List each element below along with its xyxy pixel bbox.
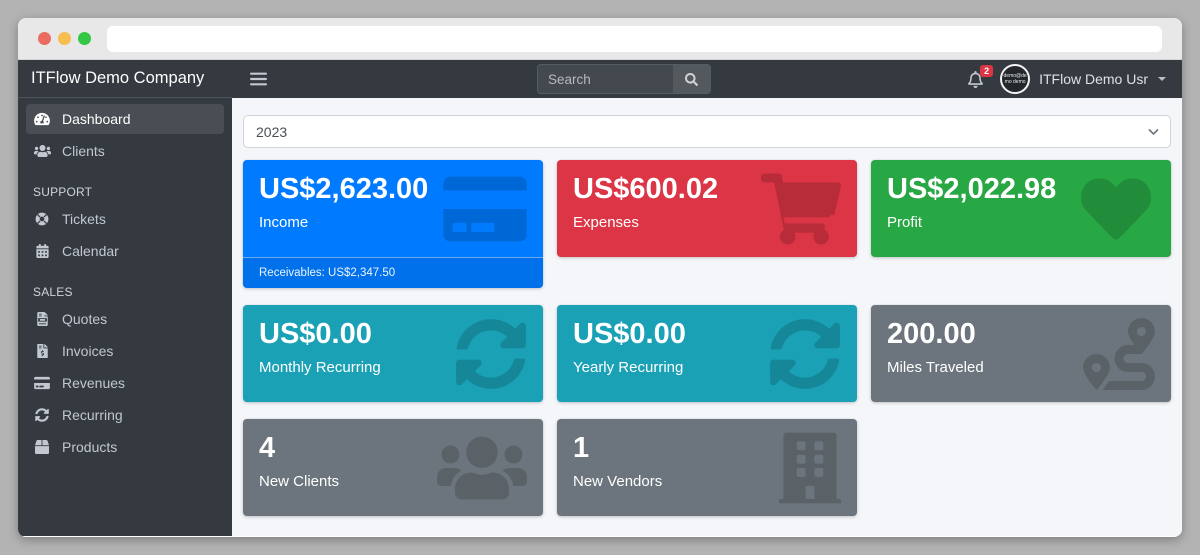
sidebar-item-label: Tickets — [62, 211, 106, 227]
sidebar-item-label: Clients — [62, 143, 105, 159]
stat-card-grid: US$2,623.00 Income Receivables: US$2,347… — [243, 160, 1171, 516]
browser-chrome — [18, 18, 1182, 60]
stat-value: 200.00 — [887, 318, 976, 350]
sidebar-item-label: Dashboard — [62, 111, 131, 127]
bell-icon — [968, 70, 984, 88]
stat-card-miles-traveled[interactable]: 200.00 Miles Traveled — [871, 305, 1171, 402]
search-input[interactable] — [537, 64, 673, 94]
sidebar-item-invoices[interactable]: Invoices — [26, 336, 224, 366]
sidebar-item-recurring[interactable]: Recurring — [26, 400, 224, 430]
stat-value: 1 — [573, 432, 590, 464]
building-icon — [779, 432, 841, 503]
sidebar-section-header: SALES — [33, 285, 73, 299]
stat-label: New Vendors — [573, 473, 663, 491]
stat-value: US$0.00 — [573, 318, 686, 350]
stat-card-profit[interactable]: US$2,022.98 Profit — [871, 160, 1171, 257]
stat-card-new-clients[interactable]: 4 New Clients — [243, 419, 543, 516]
stat-label: Monthly Recurring — [259, 359, 381, 377]
bars-icon — [250, 72, 267, 86]
stat-footer: Receivables: US$2,347.50 — [243, 257, 543, 288]
chevron-down-icon — [1158, 77, 1166, 81]
users-group-icon — [437, 432, 527, 504]
sidebar-item-label: Revenues — [62, 375, 126, 391]
shopping-cart-icon — [761, 173, 841, 244]
heart-icon — [1077, 174, 1155, 244]
box-icon — [33, 440, 51, 454]
sidebar-item-label: Invoices — [62, 343, 114, 359]
stat-label: Miles Traveled — [887, 359, 984, 377]
file-invoice-icon — [33, 312, 51, 326]
menu-toggle-button[interactable] — [250, 72, 267, 86]
stat-label: Income — [259, 214, 309, 232]
minimize-window-button[interactable] — [58, 32, 71, 45]
stat-label: Yearly Recurring — [573, 359, 684, 377]
stat-value: US$2,022.98 — [887, 173, 1057, 205]
sidebar-item-label: Calendar — [62, 243, 119, 259]
url-bar[interactable] — [107, 25, 1162, 52]
sidebar-item-revenues[interactable]: Revenues — [26, 368, 224, 398]
users-icon — [33, 144, 51, 158]
sidebar-section-header: SUPPORT — [33, 185, 93, 199]
brand-link[interactable]: ITFlow Demo Company — [18, 60, 232, 98]
top-navbar: 2 demo@demo demo ITFlow Demo Usr — [232, 60, 1182, 98]
stat-card-expenses[interactable]: US$600.02 Expenses — [557, 160, 857, 257]
calendar-icon — [33, 244, 51, 258]
sync-icon — [33, 408, 51, 422]
sidebar: ITFlow Demo Company Dashboard Clients SU… — [18, 60, 232, 536]
stat-value: US$600.02 — [573, 173, 719, 205]
sidebar-item-label: Products — [62, 439, 118, 455]
sidebar-item-dashboard[interactable]: Dashboard — [26, 104, 224, 134]
stat-card-income[interactable]: US$2,623.00 Income Receivables: US$2,347… — [243, 160, 543, 288]
stat-card-new-vendors[interactable]: 1 New Vendors — [557, 419, 857, 516]
sidebar-item-clients[interactable]: Clients — [26, 136, 224, 166]
sync-icon — [455, 318, 527, 390]
stat-card-monthly-recurring[interactable]: US$0.00 Monthly Recurring — [243, 305, 543, 402]
close-window-button[interactable] — [38, 32, 51, 45]
stat-value: 4 — [259, 432, 276, 464]
stat-value: US$2,623.00 — [259, 173, 429, 205]
search-icon — [685, 72, 698, 86]
sidebar-item-quotes[interactable]: Quotes — [26, 304, 224, 334]
sidebar-item-label: Recurring — [62, 407, 123, 423]
avatar: demo@demo demo — [1000, 64, 1031, 94]
main-content: 2023 US$2,623.00 Income — [232, 98, 1182, 536]
navbar-search — [537, 64, 711, 94]
tachometer-icon — [33, 112, 51, 126]
sidebar-item-label: Quotes — [62, 311, 108, 327]
life-ring-icon — [33, 212, 51, 226]
notification-count-badge: 2 — [980, 64, 994, 78]
file-invoice-dollar-icon — [33, 344, 51, 358]
user-name: ITFlow Demo Usr — [1039, 71, 1148, 87]
stat-label: Expenses — [573, 214, 639, 232]
credit-card-icon — [443, 172, 527, 246]
stat-card-yearly-recurring[interactable]: US$0.00 Yearly Recurring — [557, 305, 857, 402]
notifications-button[interactable]: 2 — [968, 64, 994, 88]
year-select[interactable]: 2023 — [243, 115, 1171, 148]
route-icon — [1083, 317, 1155, 390]
browser-window: ITFlow Demo Company Dashboard Clients SU… — [18, 18, 1182, 537]
maximize-window-button[interactable] — [78, 32, 91, 45]
stat-label: Profit — [887, 214, 923, 232]
credit-card-icon — [33, 376, 51, 390]
sidebar-item-calendar[interactable]: Calendar — [26, 236, 224, 266]
stat-value: US$0.00 — [259, 318, 372, 350]
stat-label: New Clients — [259, 473, 340, 491]
sidebar-nav: Dashboard Clients SUPPORT Tickets — [18, 98, 232, 470]
sidebar-item-products[interactable]: Products — [26, 432, 224, 462]
sidebar-item-tickets[interactable]: Tickets — [26, 204, 224, 234]
user-menu[interactable]: demo@demo demo ITFlow Demo Usr — [1000, 64, 1166, 94]
search-button[interactable] — [673, 64, 711, 94]
sync-icon — [769, 318, 841, 390]
brand-label: ITFlow Demo Company — [31, 69, 205, 87]
